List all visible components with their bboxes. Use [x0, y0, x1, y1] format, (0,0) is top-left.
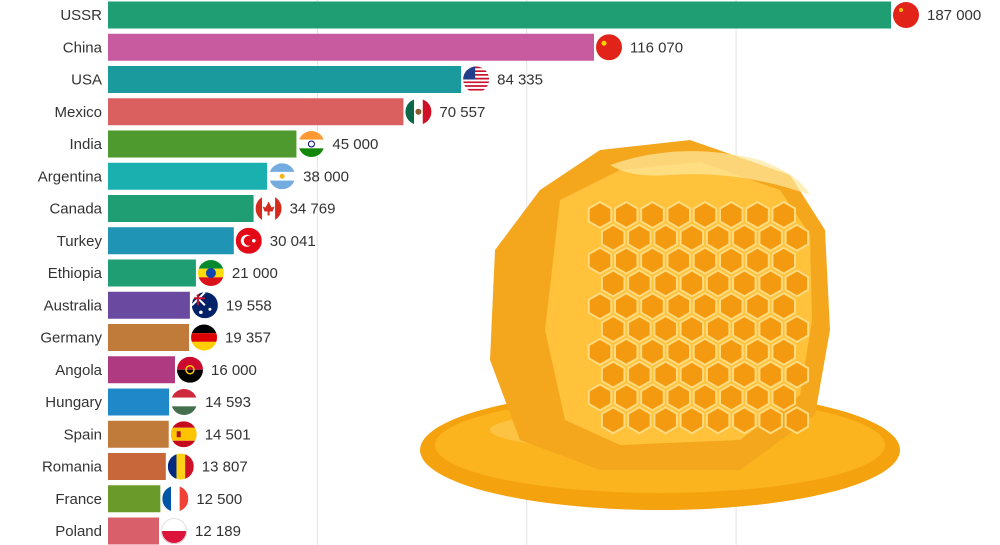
category-label: Germany — [40, 330, 102, 347]
bar-row: Angola 16 000 — [55, 356, 257, 384]
bar — [108, 324, 190, 351]
bar — [108, 453, 166, 480]
bar-row: Turkey 30 041 — [57, 227, 316, 255]
poland-flag-icon — [161, 518, 188, 544]
bar — [108, 485, 161, 513]
honeycomb-image — [420, 140, 900, 510]
bar-row: Germany 19 357 — [40, 324, 271, 351]
romania-flag-icon — [167, 453, 194, 480]
germany-flag-icon — [191, 324, 218, 351]
category-label: Angola — [55, 362, 102, 379]
canada-flag-icon — [255, 195, 282, 222]
bar-row: Spain 14 501 — [64, 420, 251, 448]
category-label: China — [63, 39, 103, 56]
category-label: Canada — [49, 201, 102, 218]
value-label: 45 000 — [332, 136, 378, 153]
mexico-flag-icon — [405, 98, 432, 125]
value-label: 116 070 — [630, 39, 683, 56]
value-label: 34 769 — [290, 201, 336, 218]
value-label: 187 000 — [927, 7, 981, 24]
value-label: 12 500 — [196, 491, 242, 508]
category-label: USSR — [60, 7, 102, 24]
value-label: 30 041 — [270, 233, 316, 250]
bar — [108, 517, 160, 545]
bar — [108, 98, 404, 126]
bar-row: Poland 12 189 — [55, 517, 241, 545]
value-label: 84 335 — [497, 72, 543, 89]
category-label: USA — [71, 72, 102, 89]
spain-flag-icon — [170, 421, 197, 448]
bar — [108, 259, 196, 287]
category-label: Argentina — [38, 168, 103, 185]
value-label: 38 000 — [303, 168, 349, 185]
category-label: Spain — [64, 426, 102, 443]
bar — [108, 388, 170, 416]
category-label: Hungary — [45, 394, 102, 411]
bar — [108, 66, 462, 93]
bar-row: USA 84 335 — [71, 66, 543, 93]
category-label: Turkey — [57, 233, 103, 250]
bar-row: Canada 34 769 — [49, 195, 335, 222]
value-label: 13 807 — [202, 459, 248, 476]
bar — [108, 195, 254, 222]
turkey-flag-icon — [235, 227, 262, 254]
category-label: Mexico — [54, 104, 102, 121]
value-label: 70 557 — [439, 104, 485, 121]
bar-row: France 12 500 — [55, 485, 242, 513]
bars: USSR 187 000 China 116 070 USA 84 335 Mexico 70… — [38, 1, 981, 545]
bar — [108, 1, 891, 29]
value-label: 14 501 — [205, 426, 251, 443]
bar-row: Australia 19 558 — [44, 291, 272, 319]
ussr-flag-icon — [893, 2, 919, 28]
value-label: 12 189 — [195, 523, 241, 540]
bar — [108, 227, 234, 255]
bar — [108, 291, 190, 319]
value-label: 19 558 — [226, 297, 272, 314]
value-label: 14 593 — [205, 394, 251, 411]
bar-row: Argentina 38 000 — [38, 162, 349, 190]
bar-row: USSR 187 000 — [60, 1, 981, 29]
bar — [108, 130, 297, 158]
category-label: Poland — [55, 523, 102, 540]
usa-flag-icon — [463, 66, 490, 93]
angola-flag-icon — [176, 356, 203, 383]
bar-row: China 116 070 — [63, 33, 683, 61]
australia-flag-icon — [191, 292, 218, 319]
bar-row: Ethiopia 21 000 — [48, 259, 278, 287]
value-label: 16 000 — [211, 362, 257, 379]
india-flag-icon — [298, 131, 325, 157]
bar — [108, 356, 175, 384]
bar-row: India 45 000 — [69, 130, 378, 158]
china-flag-icon — [596, 34, 623, 61]
category-label: Australia — [44, 297, 103, 314]
ethiopia-flag-icon — [197, 260, 224, 286]
category-label: France — [55, 491, 102, 508]
value-label: 19 357 — [225, 330, 271, 347]
value-label: 21 000 — [232, 265, 278, 282]
argentina-flag-icon — [269, 163, 296, 190]
category-label: Romania — [42, 459, 103, 476]
category-label: India — [69, 136, 102, 153]
category-label: Ethiopia — [48, 265, 103, 282]
hungary-flag-icon — [171, 389, 198, 415]
bar-row: Hungary 14 593 — [45, 388, 251, 416]
bar-row: Romania 13 807 — [42, 453, 248, 480]
bar-row: Mexico 70 557 — [54, 98, 485, 126]
bar — [108, 162, 268, 190]
bar — [108, 33, 595, 61]
bar — [108, 420, 169, 448]
france-flag-icon — [162, 485, 189, 512]
